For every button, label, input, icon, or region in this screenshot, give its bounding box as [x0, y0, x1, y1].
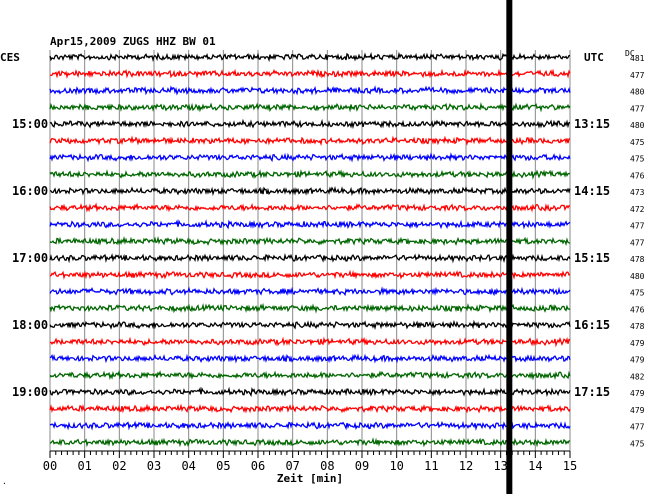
time-gridlines — [49, 50, 571, 451]
trace-18 — [49, 353, 571, 364]
x-tick-label: 09 — [355, 459, 369, 473]
x-axis-label: Zeit [min] — [277, 472, 343, 485]
right-time-labels: 13:15 14:15 15:15 16:15 17:15 — [574, 117, 610, 399]
x-tick-label: 07 — [285, 459, 299, 473]
x-tick-label: 03 — [147, 459, 161, 473]
trace-5 — [49, 135, 571, 147]
right-time-label: 16:15 — [574, 318, 610, 332]
trace-10 — [49, 219, 571, 230]
left-time-label: 18:00 — [12, 318, 48, 332]
trace-19 — [49, 369, 571, 381]
left-time-label: 17:00 — [12, 251, 48, 265]
trace-11 — [49, 235, 571, 247]
trace-2 — [49, 85, 571, 96]
right-time-label: 14:15 — [574, 184, 610, 198]
trace-22 — [49, 420, 571, 431]
dc-value: 475 — [630, 155, 645, 164]
left-time-labels: 15:00 16:00 17:00 18:00 19:00 — [12, 117, 48, 399]
trace-8 — [49, 185, 571, 197]
left-time-label: 19:00 — [12, 385, 48, 399]
right-time-label: 15:15 — [574, 251, 610, 265]
dc-value: 473 — [630, 188, 645, 197]
dc-column-label: DC — [625, 49, 635, 58]
trace-1 — [49, 68, 571, 79]
trace-15 — [49, 302, 571, 314]
dc-value: 477 — [630, 238, 645, 247]
right-time-label: 13:15 — [574, 117, 610, 131]
trace-16 — [49, 319, 571, 331]
right-time-label: 17:15 — [574, 385, 610, 399]
x-tick-label: 10 — [389, 459, 403, 473]
dc-value: 472 — [630, 205, 645, 214]
seismic-traces — [49, 51, 571, 448]
trace-17 — [49, 336, 571, 348]
x-tick-label: 08 — [320, 459, 334, 473]
x-axis: 00 01 02 03 04 05 06 07 08 09 10 11 12 13 14 15 — [43, 450, 577, 473]
dc-value: 482 — [630, 372, 645, 381]
dc-value: 476 — [630, 171, 645, 180]
trace-21 — [49, 403, 571, 414]
trace-6 — [49, 152, 571, 163]
dc-value: 480 — [630, 121, 645, 130]
x-tick-label: 05 — [216, 459, 230, 473]
dc-value: 478 — [630, 255, 645, 264]
trace-13 — [49, 269, 571, 280]
dc-value: 481 — [630, 54, 645, 63]
trace-7 — [49, 168, 571, 180]
dc-value: 479 — [630, 356, 645, 365]
right-timezone-label: UTC — [584, 51, 604, 64]
event-marker-line — [506, 0, 513, 494]
trace-9 — [49, 202, 571, 213]
dc-value: 479 — [630, 389, 645, 398]
corner-mark: . — [2, 477, 7, 486]
trace-14 — [49, 286, 571, 297]
trace-3 — [49, 101, 571, 113]
dc-value: 478 — [630, 322, 645, 331]
x-tick-label: 00 — [43, 459, 57, 473]
dc-value: 479 — [630, 339, 645, 348]
dc-value: 477 — [630, 222, 645, 231]
x-tick-label: 04 — [181, 459, 195, 473]
x-tick-label: 01 — [77, 459, 91, 473]
dc-value: 477 — [630, 104, 645, 113]
dc-values: 481 477 480 477 480 475 475 476 473 472 477 477 478 4… — [630, 54, 645, 448]
x-tick-label: 12 — [459, 459, 473, 473]
dc-value: 477 — [630, 71, 645, 80]
dc-value: 475 — [630, 289, 645, 298]
dc-value: 475 — [630, 138, 645, 147]
dc-value: 477 — [630, 423, 645, 432]
trace-20 — [49, 386, 571, 398]
trace-0 — [49, 51, 571, 63]
left-time-label: 16:00 — [12, 184, 48, 198]
x-tick-label: 15 — [563, 459, 577, 473]
dc-value: 480 — [630, 272, 645, 281]
trace-4 — [49, 118, 571, 130]
left-timezone-label: CES — [0, 51, 20, 64]
x-tick-label: 13 — [493, 459, 507, 473]
x-tick-label: 02 — [112, 459, 126, 473]
x-tick-label: 11 — [424, 459, 438, 473]
left-time-label: 15:00 — [12, 117, 48, 131]
dc-value: 479 — [630, 406, 645, 415]
trace-23 — [49, 437, 571, 448]
dc-value: 475 — [630, 439, 645, 448]
x-tick-label: 14 — [528, 459, 542, 473]
plot-title: Apr15,2009 ZUGS HHZ BW 01 — [50, 35, 216, 48]
dc-value: 476 — [630, 305, 645, 314]
x-tick-label: 06 — [251, 459, 265, 473]
trace-12 — [49, 252, 571, 264]
dc-value: 480 — [630, 88, 645, 97]
